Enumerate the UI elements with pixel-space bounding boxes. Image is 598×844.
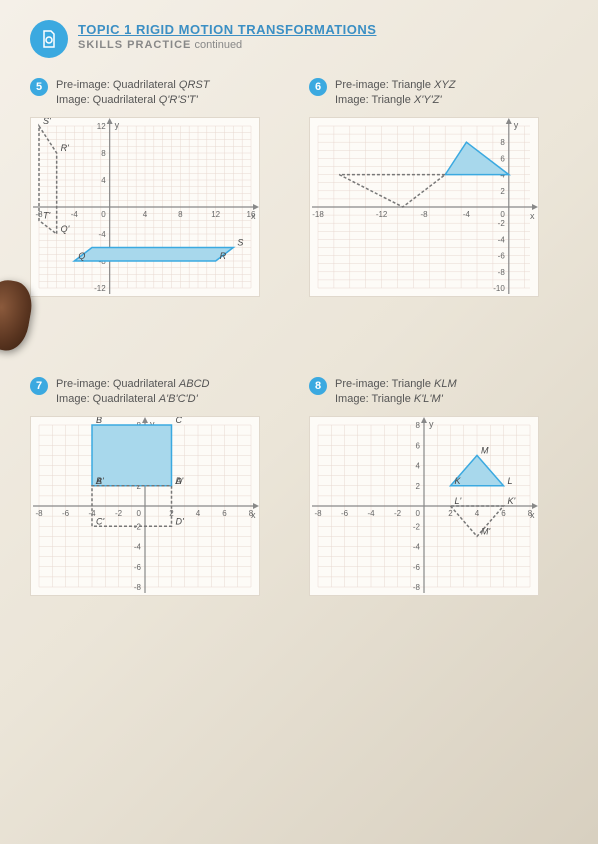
svg-text:-8: -8 — [420, 210, 428, 219]
svg-text:C': C' — [96, 516, 104, 526]
svg-text:L': L' — [455, 496, 462, 506]
svg-text:16: 16 — [247, 210, 256, 219]
svg-text:D': D' — [176, 516, 184, 526]
svg-text:12: 12 — [97, 122, 106, 131]
svg-text:-6: -6 — [341, 509, 349, 518]
svg-text:-12: -12 — [94, 284, 106, 293]
svg-text:-6: -6 — [62, 509, 70, 518]
svg-text:-12: -12 — [376, 210, 388, 219]
problem-badge: 7 — [30, 377, 48, 395]
document-icon — [30, 20, 68, 58]
svg-text:M': M' — [481, 526, 490, 536]
svg-text:12: 12 — [211, 210, 220, 219]
svg-text:R': R' — [61, 143, 69, 153]
svg-text:0: 0 — [137, 509, 142, 518]
svg-text:0: 0 — [416, 509, 421, 518]
problem-7: 7 Pre-image: Quadrilateral ABCD Image: Q… — [30, 377, 289, 596]
svg-text:-8: -8 — [413, 583, 421, 592]
graph-6: yx-18-12-8-4-10-8-6-4-224680 — [309, 117, 539, 297]
problem-text: Pre-image: Triangle KLM Image: Triangle … — [335, 377, 457, 408]
svg-text:8: 8 — [416, 421, 421, 430]
svg-text:y: y — [429, 419, 434, 429]
topic-title: TOPIC 1 RIGID MOTION TRANSFORMATIONS — [78, 22, 376, 37]
problems-grid: 5 Pre-image: Quadrilateral QRST Image: Q… — [30, 78, 568, 596]
problem-5: 5 Pre-image: Quadrilateral QRST Image: Q… — [30, 78, 289, 297]
svg-text:4: 4 — [475, 509, 480, 518]
svg-text:-8: -8 — [134, 583, 142, 592]
svg-text:8: 8 — [101, 149, 106, 158]
svg-text:-4: -4 — [463, 210, 471, 219]
svg-text:2: 2 — [500, 187, 505, 196]
problem-8: 8 Pre-image: Triangle KLM Image: Triangl… — [309, 377, 568, 596]
svg-text:-4: -4 — [498, 235, 506, 244]
problem-text: Pre-image: Quadrilateral QRST Image: Qua… — [56, 78, 209, 109]
svg-text:0: 0 — [500, 210, 505, 219]
svg-text:-4: -4 — [99, 230, 107, 239]
svg-text:6: 6 — [416, 441, 421, 450]
problem-badge: 8 — [309, 377, 327, 395]
svg-text:T': T' — [43, 210, 50, 220]
problem-badge: 6 — [309, 78, 327, 96]
svg-text:Q: Q — [78, 251, 85, 261]
svg-text:A': A' — [175, 475, 184, 485]
svg-text:C: C — [176, 417, 183, 425]
graph-5: yx-8-4481216-12-8-448120QSRS'R'Q'T' — [30, 117, 260, 297]
svg-text:R: R — [220, 251, 227, 261]
svg-text:6: 6 — [501, 509, 506, 518]
svg-text:-2: -2 — [413, 522, 421, 531]
svg-text:8: 8 — [500, 138, 505, 147]
svg-text:S': S' — [43, 118, 51, 126]
svg-text:-8: -8 — [498, 268, 506, 277]
svg-text:x: x — [530, 211, 535, 221]
graph-8: yx-8-6-4-22468-8-6-4-224680KMLL'M'K' — [309, 416, 539, 596]
svg-text:-2: -2 — [498, 219, 506, 228]
svg-text:4: 4 — [101, 176, 106, 185]
svg-text:-2: -2 — [115, 509, 123, 518]
svg-text:-8: -8 — [35, 509, 43, 518]
problem-6: 6 Pre-image: Triangle XYZ Image: Triangl… — [309, 78, 568, 297]
svg-text:8: 8 — [528, 509, 533, 518]
svg-text:8: 8 — [178, 210, 183, 219]
svg-text:B: B — [96, 417, 102, 425]
svg-text:S: S — [237, 237, 243, 247]
svg-text:y: y — [115, 120, 120, 130]
svg-text:2: 2 — [416, 481, 421, 490]
svg-text:8: 8 — [249, 509, 254, 518]
graph-7: yx-8-6-4-22468-8-6-4-224680ABCDC'B'A'D'Q… — [30, 416, 260, 596]
svg-text:6: 6 — [500, 154, 505, 163]
svg-text:-6: -6 — [498, 251, 506, 260]
svg-text:6: 6 — [222, 509, 227, 518]
problem-text: Pre-image: Triangle XYZ Image: Triangle … — [335, 78, 455, 109]
svg-text:-4: -4 — [134, 542, 142, 551]
svg-text:M: M — [481, 445, 489, 455]
svg-text:-10: -10 — [493, 284, 505, 293]
svg-text:-4: -4 — [413, 542, 421, 551]
svg-text:-8: -8 — [314, 509, 322, 518]
svg-text:-4: -4 — [367, 509, 375, 518]
problem-text: Pre-image: Quadrilateral ABCD Image: Qua… — [56, 377, 209, 408]
svg-text:K': K' — [508, 496, 516, 506]
problem-badge: 5 — [30, 78, 48, 96]
svg-text:4: 4 — [196, 509, 201, 518]
svg-text:2: 2 — [448, 509, 453, 518]
svg-text:y: y — [514, 120, 519, 130]
svg-text:-6: -6 — [134, 562, 142, 571]
svg-text:-18: -18 — [312, 210, 324, 219]
svg-text:B': B' — [96, 475, 104, 485]
svg-text:L: L — [508, 475, 513, 485]
svg-text:0: 0 — [101, 210, 106, 219]
skills-subtitle: SKILLS PRACTICE continued — [78, 39, 376, 51]
page-header: TOPIC 1 RIGID MOTION TRANSFORMATIONS SKI… — [30, 20, 568, 58]
svg-text:-4: -4 — [71, 210, 79, 219]
svg-text:-6: -6 — [413, 562, 421, 571]
svg-text:4: 4 — [416, 461, 421, 470]
svg-text:-2: -2 — [394, 509, 402, 518]
svg-text:4: 4 — [143, 210, 148, 219]
svg-text:Q': Q' — [61, 224, 70, 234]
svg-text:K: K — [455, 475, 462, 485]
